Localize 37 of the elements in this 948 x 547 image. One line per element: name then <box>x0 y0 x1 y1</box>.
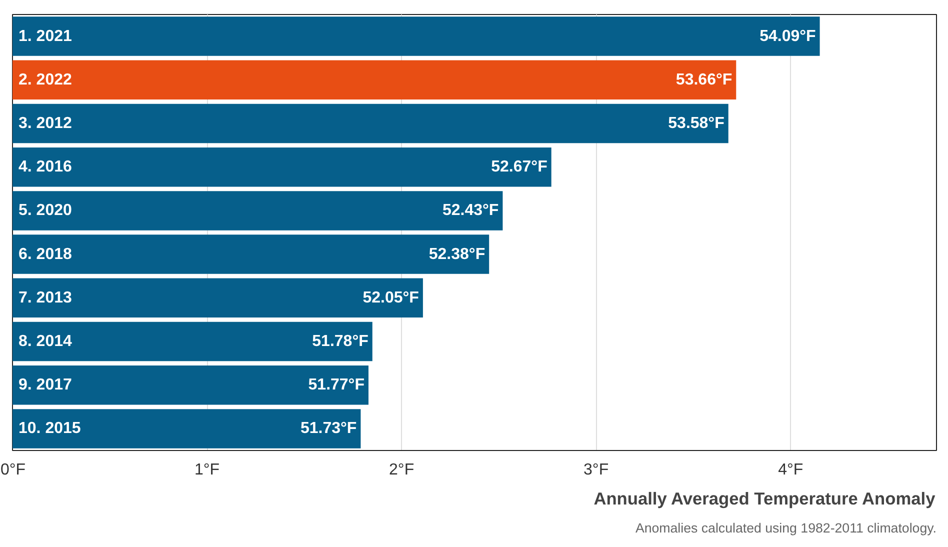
x-tick-label: 0°F <box>0 462 26 478</box>
annotation: 52.38°F <box>428 246 486 263</box>
x-tick-label: 1°F <box>194 462 220 478</box>
y-tick-label: 9. 2017 <box>18 376 72 394</box>
annotation: 53.58°F <box>668 115 725 132</box>
bar <box>12 365 368 405</box>
x-tick-label: 2°F <box>389 462 414 478</box>
y-tick-label: 1. 2021 <box>18 28 72 45</box>
bar <box>12 60 736 100</box>
annotation: 52.67°F <box>491 158 548 176</box>
bar <box>12 409 361 448</box>
y-tick-label: 2. 2022 <box>18 71 72 88</box>
y-tick-label: 5. 2020 <box>18 202 72 220</box>
y-tick-label: 4. 2016 <box>18 158 72 176</box>
x-tick-label: 3°F <box>584 462 609 478</box>
bar <box>12 147 552 187</box>
annotation: 54.09°F <box>760 28 816 45</box>
bar <box>12 234 490 274</box>
annotation: 52.05°F <box>362 289 420 306</box>
bar <box>12 322 372 362</box>
bar <box>12 16 820 56</box>
text: Anomalies calculated using 1982-2011 climatology. <box>635 520 937 536</box>
annotation: 52.43°F <box>442 202 499 220</box>
annotation: 51.78°F <box>312 333 369 350</box>
bar <box>12 191 503 230</box>
annotation: 53.66°F <box>676 71 732 88</box>
bar <box>12 104 728 144</box>
annotation: 51.73°F <box>300 420 357 438</box>
y-tick-label: 3. 2012 <box>18 115 72 132</box>
annotation: 51.77°F <box>308 376 365 394</box>
y-tick-label: 8. 2014 <box>18 333 72 350</box>
x-tick-label: 4°F <box>778 462 804 478</box>
bar <box>12 278 423 318</box>
y-tick-label: 6. 2018 <box>18 246 72 263</box>
y-tick-label: 10. 2015 <box>18 420 81 438</box>
y-tick-label: 7. 2013 <box>18 289 72 306</box>
x-axis-title: Annually Averaged Temperature Anomaly <box>594 488 936 508</box>
